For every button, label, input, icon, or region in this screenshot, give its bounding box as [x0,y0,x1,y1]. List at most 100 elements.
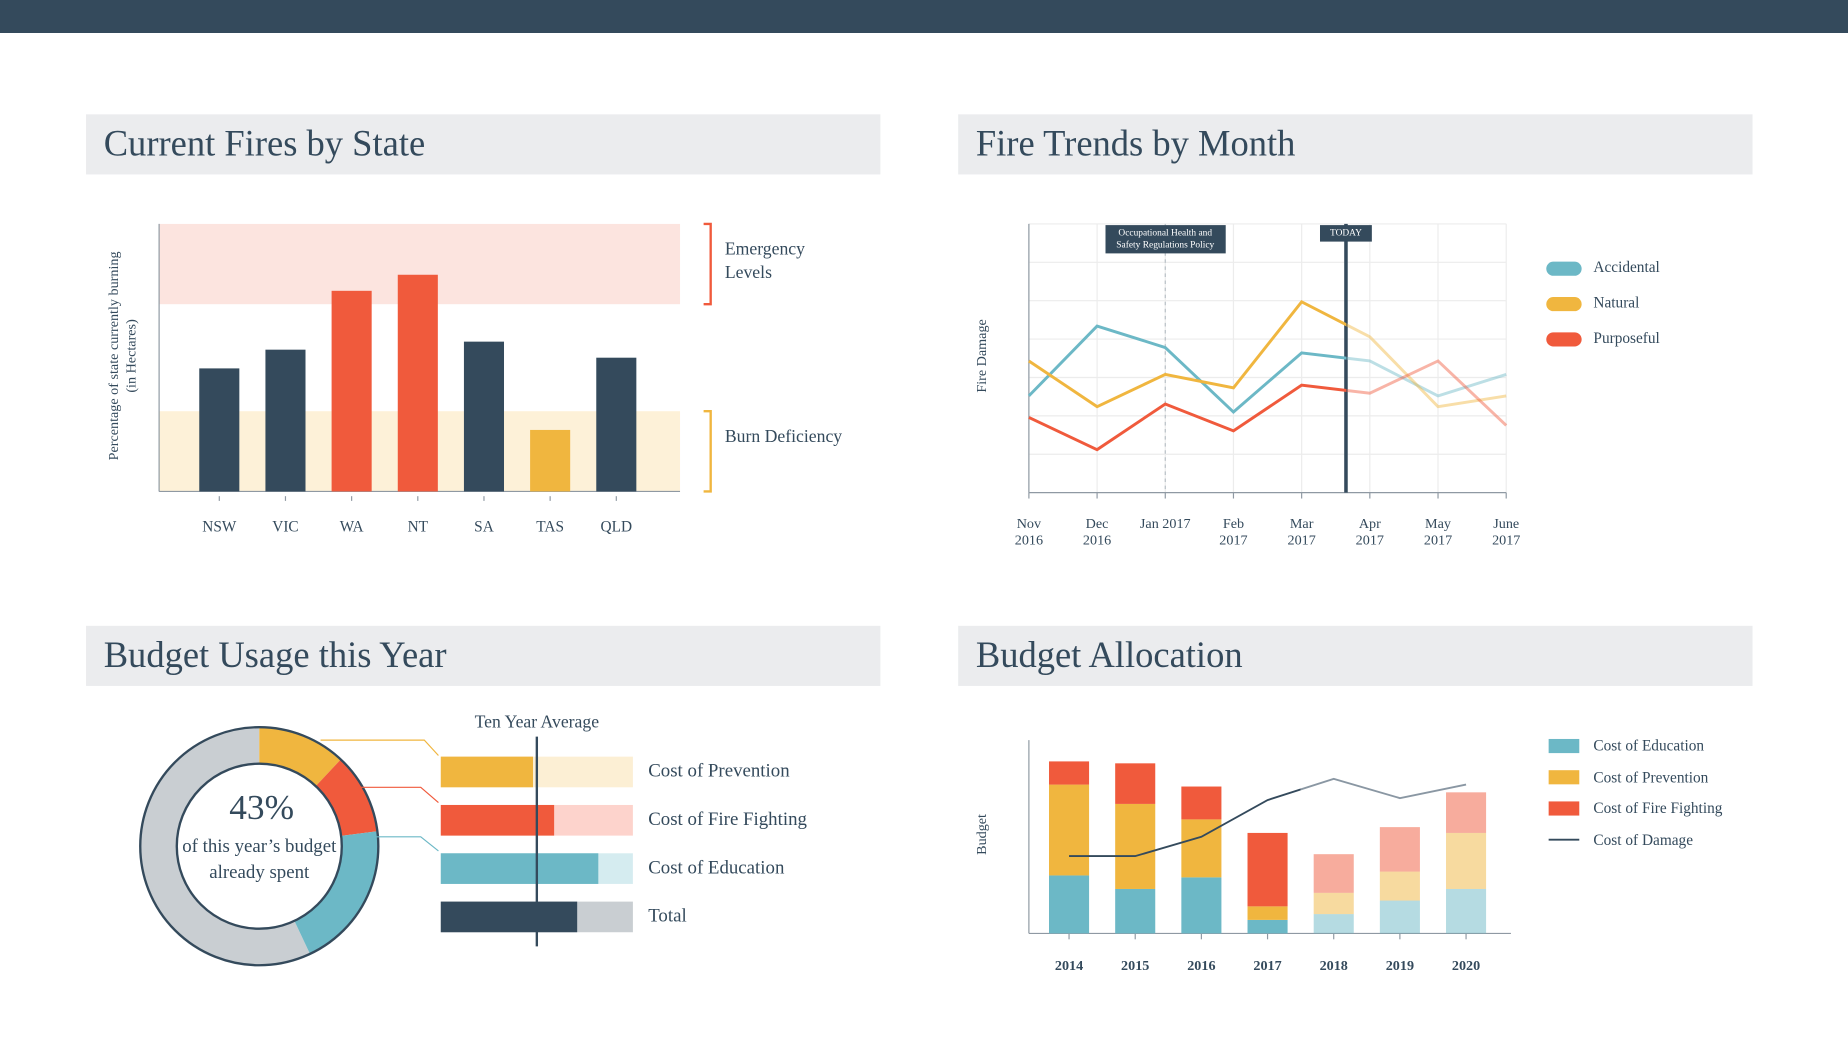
bar-label: Cost of Fire Fighting [648,809,807,830]
top-bar [0,0,1848,33]
x-tick-label: NSW [202,517,237,536]
bar [440,901,578,933]
annotation-label: Occupational Health and Safety Regulatio… [1105,225,1226,254]
bar [463,341,505,492]
panel-header [958,114,1753,175]
bar-segment [1379,827,1420,872]
donut-outline [139,725,380,967]
panel-title: Budget Allocation [976,634,1243,675]
bar [440,756,533,788]
bar-segment [1313,914,1354,934]
bar-segment [1446,832,1487,889]
donut-segment [315,759,378,836]
panel-header [86,625,881,686]
band-label: Burn Deficiency [724,427,843,447]
bar [440,853,599,884]
x-tick-label: 2019 [1385,956,1415,974]
band-bracket [703,222,712,306]
bar-label: Cost of Prevention [648,761,790,782]
x-tick-label: May 2017 [1423,515,1453,549]
series-line [1028,299,1507,409]
donut-caption: of this year’s budget already spent [182,836,337,883]
y-axis-label: Fire Damage [972,319,990,393]
band-label: Emergency Levels [724,240,806,283]
bar-segment [1115,888,1156,934]
bar-segment [1247,919,1288,934]
legend-label: Accidental [1593,258,1660,276]
x-tick-label: 2015 [1121,956,1150,974]
bar-segment [1115,803,1156,889]
bar [397,274,438,492]
bar [199,368,240,492]
x-tick-label: 2018 [1319,956,1348,974]
bar-segment [1446,888,1487,934]
donut-outline [175,762,343,930]
bar-label: Total [648,906,687,927]
bar-segment [1049,784,1090,876]
donut-rest [140,727,310,966]
bar-segment [1379,900,1420,934]
series-line [1069,777,1467,858]
leader-line [320,739,439,756]
legend-label: Cost of Fire Fighting [1593,799,1723,817]
x-tick-label: 2014 [1054,956,1084,974]
bar-segment [1446,792,1487,833]
legend-swatch [1548,738,1580,754]
bar [440,804,555,836]
band-bracket [703,410,712,493]
x-tick-label: 2016 [1187,956,1216,974]
series-line [1027,324,1507,415]
bar-segment [1049,875,1090,934]
x-tick-label: VIC [272,517,299,536]
series-line [1028,359,1508,452]
x-tick-label: WA [339,517,364,536]
x-tick-label: Dec 2016 [1082,515,1112,549]
x-tick-label: NT [407,517,429,536]
x-tick-label: TAS [536,517,565,536]
bar-segment [1181,877,1222,934]
leader-line [374,836,439,852]
donut-total: 43% [229,787,294,827]
panel-title: Fire Trends by Month [976,123,1296,164]
x-tick-label: Nov 2016 [1014,515,1044,549]
legend-label: Purposeful [1593,328,1660,347]
donut-segment [294,831,379,954]
bar [530,429,571,492]
average-label: Ten Year Average [475,712,600,732]
legend-label: Cost of Prevention [1593,767,1709,786]
panel-header [86,114,881,175]
legend-swatch [1548,770,1580,785]
bar-segment [1115,763,1156,804]
x-tick-label: 2020 [1451,956,1481,974]
annotation-label: TODAY [1320,225,1372,242]
bar [331,290,372,492]
bar-segment [1247,906,1288,920]
legend-swatch [1546,332,1582,347]
panel-header [958,625,1753,686]
y-axis-label: Percentage of state currently burning (i… [104,251,140,461]
panel-title: Current Fires by State [104,123,426,164]
legend-label: Natural [1593,293,1640,312]
x-tick-label: Apr 2017 [1355,515,1384,549]
x-tick-label: Jan 2017 [1139,515,1191,532]
bar-segment [1379,871,1420,901]
leader-line [359,786,439,804]
bar [265,349,306,492]
x-tick-label: Mar 2017 [1287,515,1316,549]
x-tick-label: June 2017 [1492,515,1521,549]
x-tick-label: 2017 [1253,956,1282,974]
bar-segment [1313,854,1354,893]
legend-label: Cost of Damage [1593,830,1693,848]
bar-segment [1181,786,1222,820]
legend-swatch [1546,261,1582,276]
x-tick-label: SA [474,517,494,536]
x-tick-label: QLD [600,517,633,536]
legend-swatch [1546,296,1582,312]
legend-label: Cost of Education [1593,736,1705,755]
bar-segment [1247,832,1288,907]
y-axis-label: Budget [972,814,990,855]
bar-label: Cost of Education [648,857,785,879]
